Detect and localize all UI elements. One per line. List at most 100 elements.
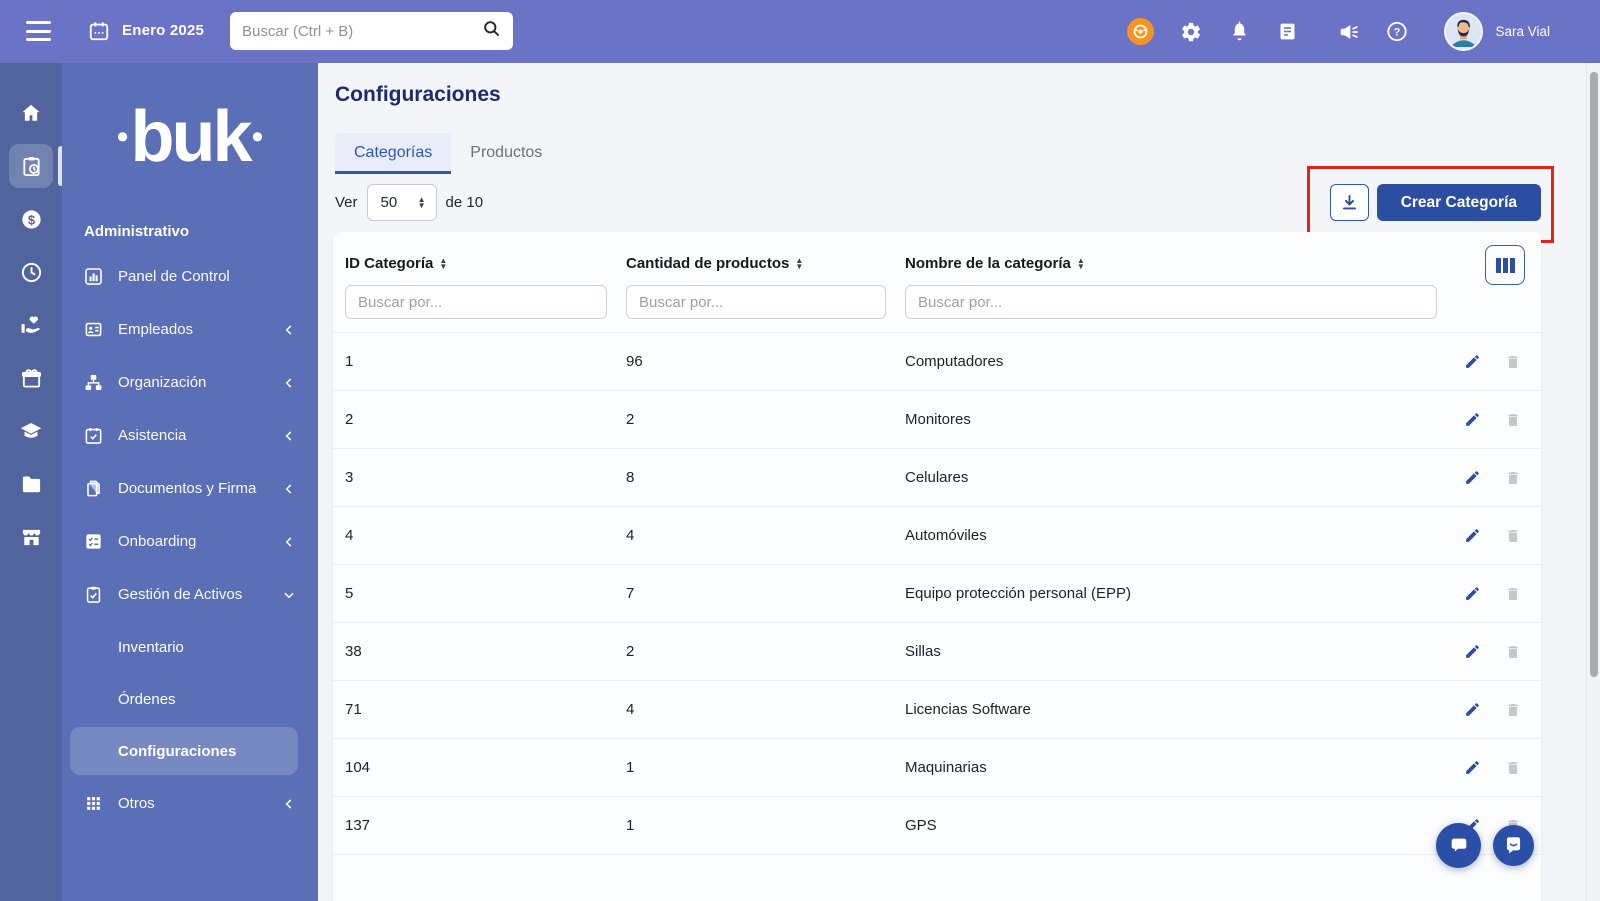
- edit-pencil-icon[interactable]: [1464, 353, 1481, 370]
- delete-trash-icon[interactable]: [1505, 702, 1521, 718]
- time-clock-icon[interactable]: [9, 250, 53, 294]
- delete-trash-icon[interactable]: [1505, 644, 1521, 660]
- column-settings-button[interactable]: [1485, 245, 1525, 285]
- cell-category-name: GPS: [905, 817, 937, 834]
- edit-pencil-icon[interactable]: [1464, 527, 1481, 544]
- edit-pencil-icon[interactable]: [1464, 701, 1481, 718]
- cell-category-name: Celulares: [905, 469, 969, 486]
- delete-trash-icon[interactable]: [1505, 354, 1521, 370]
- sidebar-subitem-ordenes[interactable]: Órdenes: [118, 690, 176, 708]
- search-input[interactable]: [242, 22, 482, 40]
- announcements-megaphone-icon[interactable]: [1338, 21, 1360, 43]
- column-header-id[interactable]: ID Categoría ▲ ▼: [345, 255, 448, 272]
- sidebar-item-organizacion[interactable]: Organización: [62, 356, 318, 409]
- sidebar-item-gestion-de-activos[interactable]: Gestión de Activos: [62, 568, 318, 621]
- delete-trash-icon[interactable]: [1505, 586, 1521, 602]
- tab-categorias[interactable]: Categorías: [335, 133, 452, 174]
- table-row: 104 1 Maquinarias: [333, 738, 1541, 796]
- cell-category-id: 3: [345, 469, 354, 486]
- cell-category-id: 2: [345, 411, 354, 428]
- cell-product-count: 1: [626, 759, 635, 776]
- edit-pencil-icon[interactable]: [1464, 469, 1481, 486]
- column-header-count[interactable]: Cantidad de productos ▲ ▼: [626, 255, 804, 272]
- delete-trash-icon[interactable]: [1505, 760, 1521, 776]
- create-category-button[interactable]: Crear Categoría: [1376, 184, 1541, 221]
- sidebar-subitem-configuraciones[interactable]: Configuraciones: [70, 727, 298, 775]
- support-center-icon[interactable]: [1127, 18, 1155, 45]
- page-size-suffix: de 10: [445, 194, 484, 211]
- buk-logo: • buk •: [116, 96, 264, 177]
- cell-category-name: Sillas: [905, 643, 941, 660]
- benefits-hand-heart-icon[interactable]: [9, 303, 53, 347]
- delete-trash-icon[interactable]: [1505, 470, 1521, 486]
- sort-icon[interactable]: ▲ ▼: [439, 255, 448, 271]
- scrollbar-thumb[interactable]: [1590, 72, 1598, 677]
- marketplace-store-icon[interactable]: [9, 515, 53, 559]
- sidebar-item-panel-de-control[interactable]: Panel de Control: [62, 250, 318, 303]
- payroll-money-icon[interactable]: $: [9, 197, 53, 241]
- notifications-bell-icon[interactable]: [1228, 21, 1250, 43]
- sidebar-subitem-inventario[interactable]: Inventario: [118, 638, 184, 656]
- org-chart-icon: [84, 373, 103, 392]
- cell-category-id: 5: [345, 585, 354, 602]
- tab-productos[interactable]: Productos: [470, 144, 543, 161]
- cell-product-count: 1: [626, 817, 635, 834]
- page-scrollbar[interactable]: [1586, 63, 1600, 901]
- table-row-partial: [333, 854, 1541, 901]
- edit-pencil-icon[interactable]: [1464, 759, 1481, 776]
- employees-badge-icon: [84, 320, 103, 339]
- chevron-left-icon: [282, 797, 296, 811]
- table-row: 3 8 Celulares: [333, 448, 1541, 506]
- sort-icon[interactable]: ▲ ▼: [795, 255, 804, 271]
- edit-pencil-icon[interactable]: [1464, 643, 1481, 660]
- page-size-select[interactable]: 50 ▲ ▼: [366, 184, 437, 221]
- training-graduation-icon[interactable]: [9, 409, 53, 453]
- cell-product-count: 7: [626, 585, 635, 602]
- search-icon[interactable]: [482, 19, 501, 43]
- cell-category-id: 4: [345, 527, 354, 544]
- table-row: 38 2 Sillas: [333, 622, 1541, 680]
- chat-bubble-button[interactable]: [1436, 823, 1481, 868]
- table-row: 5 7 Equipo protección personal (EPP): [333, 564, 1541, 622]
- news-note-icon[interactable]: [1276, 21, 1298, 43]
- culture-gift-icon[interactable]: [9, 356, 53, 400]
- filter-name-input[interactable]: [905, 285, 1437, 319]
- sidebar-item-documentos-y-firma[interactable]: Documentos y Firma: [62, 462, 318, 515]
- sidebar-item-otros[interactable]: Otros: [62, 777, 318, 830]
- messenger-button[interactable]: [1493, 825, 1534, 866]
- sidebar-item-asistencia[interactable]: Asistencia: [62, 409, 318, 462]
- cell-product-count: 2: [626, 411, 635, 428]
- period-label[interactable]: Enero 2025: [122, 22, 205, 39]
- edit-pencil-icon[interactable]: [1464, 411, 1481, 428]
- delete-trash-icon[interactable]: [1505, 528, 1521, 544]
- sidebar-item-empleados[interactable]: Empleados: [62, 303, 318, 356]
- sidebar-item-onboarding[interactable]: Onboarding: [62, 515, 318, 568]
- help-icon[interactable]: ?: [1386, 21, 1408, 43]
- calendar-icon[interactable]: [88, 20, 110, 47]
- chevron-down-icon: [282, 588, 296, 602]
- cell-category-name: Computadores: [905, 353, 1004, 370]
- user-avatar[interactable]: [1444, 12, 1484, 51]
- delete-trash-icon[interactable]: [1505, 412, 1521, 428]
- filter-count-input[interactable]: [626, 285, 886, 319]
- user-name[interactable]: Sara Vial: [1495, 24, 1550, 39]
- global-search[interactable]: [230, 12, 513, 50]
- svg-text:?: ?: [1394, 27, 1401, 39]
- edit-pencil-icon[interactable]: [1464, 585, 1481, 602]
- asset-management-icon[interactable]: [9, 144, 62, 188]
- svg-text:$: $: [27, 212, 34, 227]
- column-header-name[interactable]: Nombre de la categoría ▲ ▼: [905, 255, 1085, 272]
- main-content: Configuraciones Categorías Productos Ver…: [318, 63, 1586, 901]
- files-folder-icon[interactable]: [9, 462, 53, 506]
- home-icon[interactable]: [9, 91, 53, 135]
- menu-toggle-icon[interactable]: [26, 21, 51, 41]
- settings-gear-icon[interactable]: [1180, 21, 1202, 43]
- download-button[interactable]: [1329, 184, 1369, 221]
- table-row: 71 4 Licencias Software: [333, 680, 1541, 738]
- filter-id-input[interactable]: [345, 285, 607, 319]
- grid-dots-icon: [84, 794, 103, 813]
- page-size-control: Ver 50 ▲ ▼ de 10: [335, 184, 483, 221]
- table-row: 137 1 GPS: [333, 796, 1541, 854]
- sidebar: • buk • Administrativo Panel de Control Em…: [62, 63, 318, 901]
- sort-icon[interactable]: ▲ ▼: [1076, 255, 1085, 271]
